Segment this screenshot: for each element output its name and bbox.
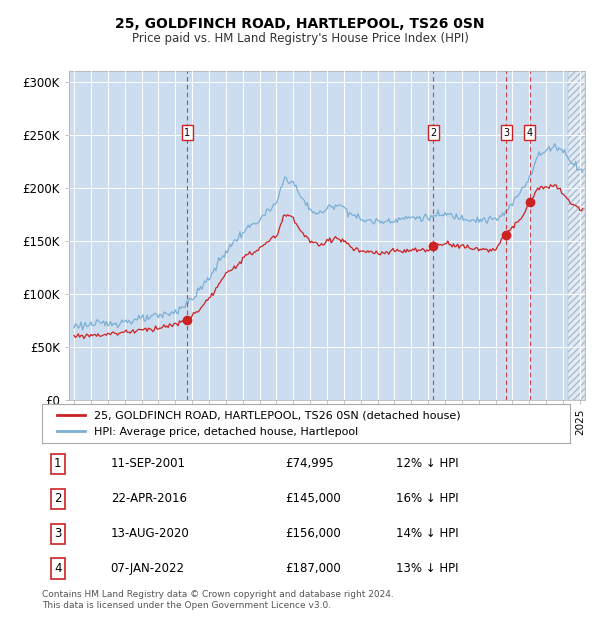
Text: 1: 1 <box>184 128 190 138</box>
Text: 4: 4 <box>54 562 62 575</box>
Bar <box>568 71 585 400</box>
Text: 16% ↓ HPI: 16% ↓ HPI <box>396 492 458 505</box>
Text: 2: 2 <box>54 492 62 505</box>
Text: Contains HM Land Registry data © Crown copyright and database right 2024.
This d: Contains HM Land Registry data © Crown c… <box>42 590 394 609</box>
Text: 4: 4 <box>527 128 533 138</box>
Text: 25, GOLDFINCH ROAD, HARTLEPOOL, TS26 0SN: 25, GOLDFINCH ROAD, HARTLEPOOL, TS26 0SN <box>115 17 485 32</box>
Text: 13% ↓ HPI: 13% ↓ HPI <box>396 562 458 575</box>
Text: £156,000: £156,000 <box>285 527 341 540</box>
Text: £187,000: £187,000 <box>285 562 341 575</box>
Text: 07-JAN-2022: 07-JAN-2022 <box>110 562 185 575</box>
Text: 3: 3 <box>54 527 62 540</box>
Text: 22-APR-2016: 22-APR-2016 <box>110 492 187 505</box>
Text: £74,995: £74,995 <box>285 458 334 471</box>
Text: 11-SEP-2001: 11-SEP-2001 <box>110 458 185 471</box>
Text: 14% ↓ HPI: 14% ↓ HPI <box>396 527 458 540</box>
Text: Price paid vs. HM Land Registry's House Price Index (HPI): Price paid vs. HM Land Registry's House … <box>131 32 469 45</box>
Bar <box>568 71 585 400</box>
Text: 12% ↓ HPI: 12% ↓ HPI <box>396 458 458 471</box>
Text: £145,000: £145,000 <box>285 492 341 505</box>
Text: 1: 1 <box>54 458 62 471</box>
Text: 2: 2 <box>430 128 437 138</box>
Legend: 25, GOLDFINCH ROAD, HARTLEPOOL, TS26 0SN (detached house), HPI: Average price, d: 25, GOLDFINCH ROAD, HARTLEPOOL, TS26 0SN… <box>53 407 465 441</box>
Text: 13-AUG-2020: 13-AUG-2020 <box>110 527 190 540</box>
Text: 3: 3 <box>503 128 509 138</box>
